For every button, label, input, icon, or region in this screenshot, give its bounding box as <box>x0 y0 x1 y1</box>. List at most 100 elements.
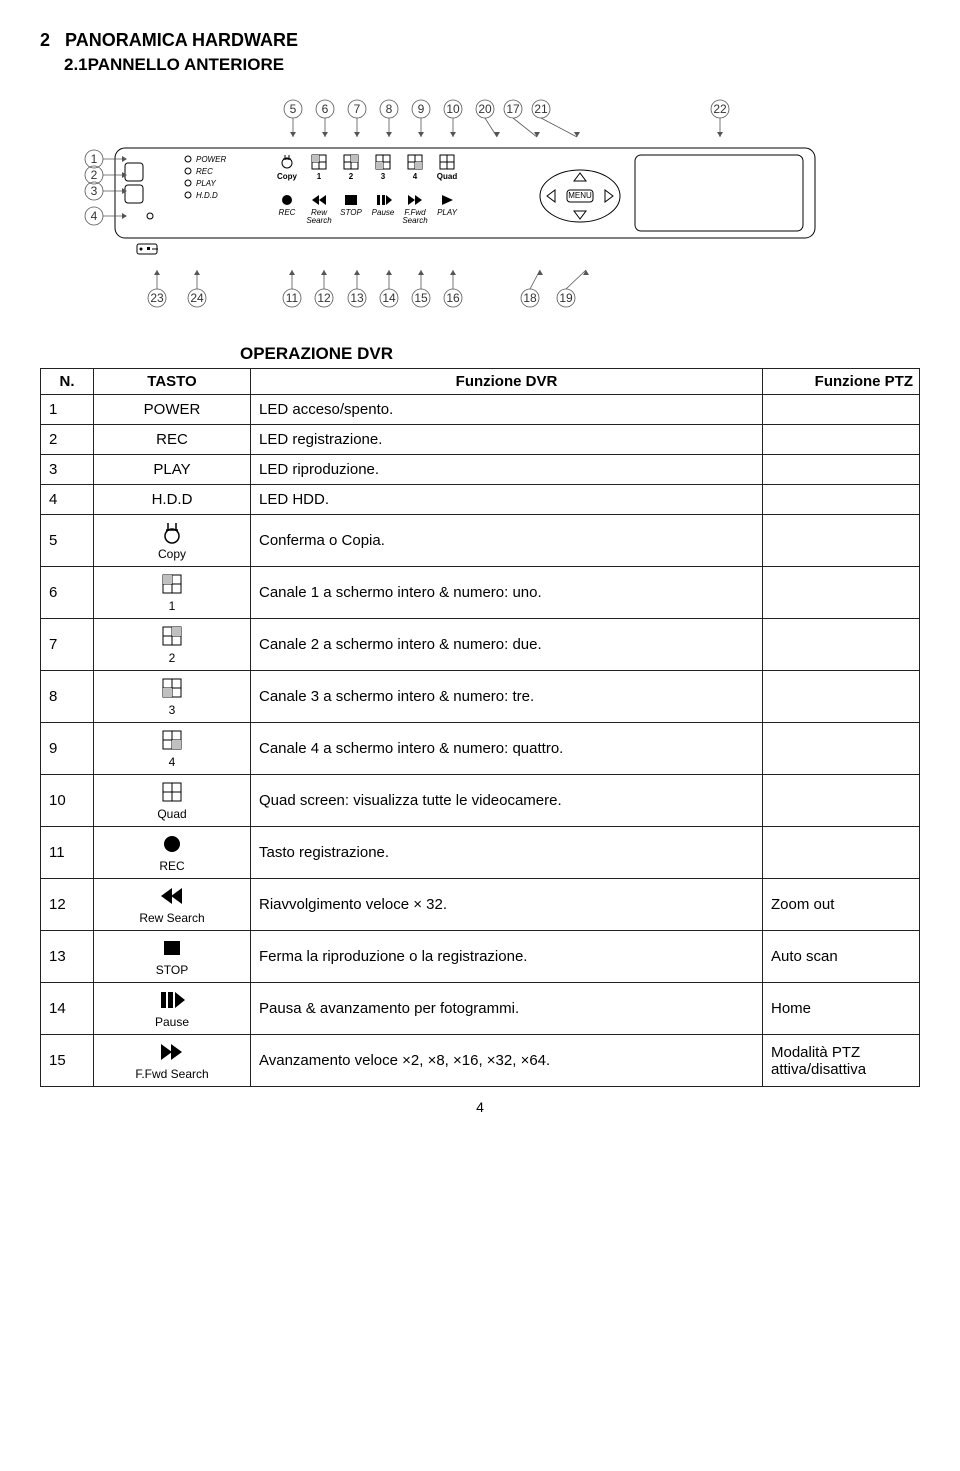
ch1-icon: 1 <box>158 573 186 612</box>
svg-text:4: 4 <box>91 209 98 223</box>
power-icon: POWER <box>144 402 201 417</box>
row-tasto: 1 <box>94 567 251 619</box>
row-tasto: 4 <box>94 723 251 775</box>
dvr-table: N. TASTO Funzione DVR Funzione PTZ 1POWE… <box>40 368 920 1087</box>
svg-text:2: 2 <box>91 168 98 182</box>
svg-text:23: 23 <box>150 291 164 305</box>
row-number: 2 <box>41 425 94 455</box>
svg-text:14: 14 <box>382 291 396 305</box>
icon-label: 1 <box>169 600 176 612</box>
th-fptz: Funzione PTZ <box>763 369 920 395</box>
svg-text:Search: Search <box>402 216 428 225</box>
icon-label: 2 <box>169 652 176 664</box>
table-row: 13STOPFerma la riproduzione o la registr… <box>41 931 920 983</box>
row-number: 9 <box>41 723 94 775</box>
table-row: 83Canale 3 a schermo intero & numero: tr… <box>41 671 920 723</box>
row-number: 6 <box>41 567 94 619</box>
svg-text:24: 24 <box>190 291 204 305</box>
row-number: 3 <box>41 455 94 485</box>
icon-label: 3 <box>169 704 176 716</box>
table-row: 11 REC Tasto registrazione. <box>41 827 920 879</box>
svg-text:18: 18 <box>523 291 537 305</box>
icon-label: Copy <box>158 548 186 560</box>
row-tasto: POWER <box>94 395 251 425</box>
icon-label: Rew Search <box>139 912 204 924</box>
svg-text:POWER: POWER <box>196 155 226 164</box>
icon-label: Pause <box>155 1016 189 1028</box>
ch4-icon: 4 <box>158 729 186 768</box>
row-tasto: Copy <box>94 515 251 567</box>
row-number: 7 <box>41 619 94 671</box>
svg-text:Copy: Copy <box>277 172 298 181</box>
table-row: 10 Quad Quad screen: visualizza tutte le v… <box>41 775 920 827</box>
row-funzione-ptz: Auto scan <box>763 931 920 983</box>
row-number: 4 <box>41 485 94 515</box>
th-fdvr: Funzione DVR <box>251 369 763 395</box>
stop-icon: STOP <box>156 937 188 976</box>
svg-text:20: 20 <box>478 102 492 116</box>
row-number: 10 <box>41 775 94 827</box>
row-funzione-ptz: Modalità PTZ attiva/disattiva <box>763 1035 920 1087</box>
table-row: 15F.Fwd SearchAvanzamento veloce ×2, ×8,… <box>41 1035 920 1087</box>
row-funzione-ptz <box>763 567 920 619</box>
pause-icon: Pause <box>155 989 189 1028</box>
row-funzione-ptz <box>763 395 920 425</box>
table-row: 94Canale 4 a schermo intero & numero: qu… <box>41 723 920 775</box>
row-number: 5 <box>41 515 94 567</box>
ch3-icon: 3 <box>158 677 186 716</box>
row-number: 15 <box>41 1035 94 1087</box>
svg-text:STOP: STOP <box>340 208 362 217</box>
subsection-title: 2.1PANNELLO ANTERIORE <box>64 55 920 75</box>
table-row: 6 1 Canale 1 a schermo intero & numero: un… <box>41 567 920 619</box>
svg-text:16: 16 <box>446 291 460 305</box>
row-number: 11 <box>41 827 94 879</box>
row-number: 14 <box>41 983 94 1035</box>
row-tasto: 2 <box>94 619 251 671</box>
row-funzione-ptz <box>763 485 920 515</box>
icon-label: Quad <box>157 808 186 820</box>
svg-text:15: 15 <box>414 291 428 305</box>
row-tasto: PLAY <box>94 455 251 485</box>
rec-icon: REC <box>156 432 188 447</box>
row-funzione-ptz <box>763 775 920 827</box>
svg-text:Pause: Pause <box>372 208 395 217</box>
th-n: N. <box>41 369 94 395</box>
section-title: 2 PANORAMICA HARDWARE <box>40 30 920 51</box>
row-funzione-ptz <box>763 619 920 671</box>
table-row: 14PausePausa & avanzamento per fotogramm… <box>41 983 920 1035</box>
row-number: 1 <box>41 395 94 425</box>
svg-text:1: 1 <box>91 152 98 166</box>
copy-icon: Copy <box>158 521 186 560</box>
svg-text:21: 21 <box>534 102 548 116</box>
row-funzione-ptz <box>763 827 920 879</box>
row-funzione-ptz <box>763 455 920 485</box>
row-number: 12 <box>41 879 94 931</box>
table-row: 4H.D.DLED HDD. <box>41 485 920 515</box>
row-number: 8 <box>41 671 94 723</box>
row-funzione-ptz: Home <box>763 983 920 1035</box>
svg-text:3: 3 <box>91 184 98 198</box>
row-funzione-dvr: Riavvolgimento veloce × 32. <box>251 879 763 931</box>
svg-text:2: 2 <box>349 172 354 181</box>
play-icon: PLAY <box>153 462 190 477</box>
svg-text:REC: REC <box>279 208 296 217</box>
front-panel-diagram: POWERRECPLAYH.D.D Copy1234QuadRECRewSear… <box>80 93 840 328</box>
row-funzione-dvr: Quad screen: visualizza tutte le videoca… <box>251 775 763 827</box>
svg-text:7: 7 <box>354 102 361 116</box>
row-funzione-dvr: Tasto registrazione. <box>251 827 763 879</box>
table-row: 12Rew SearchRiavvolgimento veloce × 32.Z… <box>41 879 920 931</box>
icon-label: 4 <box>169 756 176 768</box>
row-tasto: Quad <box>94 775 251 827</box>
svg-text:17: 17 <box>506 102 520 116</box>
row-funzione-ptz <box>763 671 920 723</box>
row-funzione-dvr: Canale 1 a schermo intero & numero: uno. <box>251 567 763 619</box>
table-row: 5CopyConferma o Copia. <box>41 515 920 567</box>
row-funzione-dvr: LED HDD. <box>251 485 763 515</box>
svg-text:13: 13 <box>350 291 364 305</box>
svg-text:9: 9 <box>418 102 425 116</box>
icon-label: REC <box>159 860 184 872</box>
row-tasto: 3 <box>94 671 251 723</box>
icon-label: F.Fwd Search <box>135 1068 208 1080</box>
svg-text:19: 19 <box>559 291 573 305</box>
svg-text:Quad: Quad <box>437 172 458 181</box>
